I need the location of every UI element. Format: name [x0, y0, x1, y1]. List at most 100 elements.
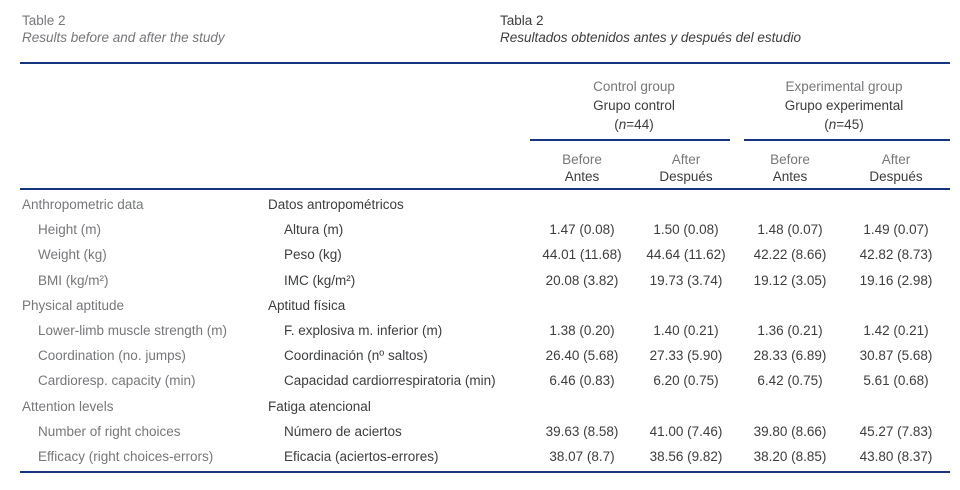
n-value: =44) [626, 117, 654, 132]
row-label-en: Attention levels [22, 398, 114, 414]
group-n-count: (n=44) [530, 115, 738, 134]
cell-value: 19.73 (3.74) [649, 272, 723, 288]
cell-value: 42.82 (8.73) [859, 247, 933, 263]
group-name-en: Experimental group [785, 79, 903, 94]
cell-value: 38.20 (8.85) [753, 448, 827, 464]
cell-value: 43.80 (8.37) [859, 448, 933, 464]
table-row: Height (m) Altura (m) 1.47 (0.08) 1.50 (… [22, 217, 950, 242]
cell-value: 44.64 (11.62) [646, 247, 726, 263]
row-label-en: Cardioresp. capacity (min) [38, 373, 196, 389]
row-label-es: Fatiga atencional [268, 398, 371, 414]
subcol-label-en: After [671, 152, 701, 167]
row-label-es: Coordinación (nº saltos) [284, 348, 428, 364]
table-row-section: Anthropometric data Datos antropométrico… [22, 192, 950, 217]
group-header-spacer [22, 77, 530, 134]
row-label-en: Number of right choices [38, 423, 181, 439]
control-group-rule [530, 139, 730, 141]
table-row-section: Physical aptitude Aptitud física [22, 293, 950, 318]
n-open: ( [614, 117, 619, 132]
experimental-group-rule [744, 139, 950, 141]
bottom-rule [20, 471, 950, 474]
row-label-en: Weight (kg) [38, 247, 107, 263]
subheader-spacer [22, 151, 530, 185]
row-label-es: Peso (kg) [284, 247, 342, 263]
cell-value: 6.46 (0.83) [549, 373, 615, 389]
row-label-es: Capacidad cardiorrespiratoria (min) [284, 373, 496, 389]
cell-value: 5.61 (0.68) [863, 373, 929, 389]
row-label-en: Height (m) [38, 222, 102, 238]
subheader-experimental-after: After Después [842, 151, 950, 185]
row-label-en: Anthropometric data [22, 197, 144, 213]
cell-value: 1.48 (0.07) [757, 222, 823, 238]
table-row: Efficacy (right choices-errors) Eficacia… [22, 444, 950, 469]
row-label-en: Coordination (no. jumps) [38, 348, 186, 364]
cell-value: 19.12 (3.05) [753, 272, 827, 288]
cell-value: 6.42 (0.75) [757, 373, 823, 389]
row-label-en: Lower-limb muscle strength (m) [38, 323, 228, 339]
subcol-label-en: After [881, 152, 911, 167]
group-rules-row [22, 139, 950, 141]
cell-value: 26.40 (5.68) [545, 348, 619, 364]
cell-value: 42.22 (8.66) [753, 247, 827, 263]
cell-value: 1.49 (0.07) [863, 222, 929, 238]
cell-value: 19.16 (2.98) [859, 272, 933, 288]
row-label-es: Aptitud física [268, 297, 346, 313]
group-name-es: Grupo experimental [784, 98, 904, 113]
subcol-label-es: Después [869, 169, 923, 184]
subheader-row: Before Antes After Después Before Antes … [22, 151, 950, 185]
cell-value: 41.00 (7.46) [649, 423, 723, 439]
row-label-es: Número de aciertos [284, 423, 402, 439]
subheader-control-after: After Después [634, 151, 738, 185]
cell-value: 27.33 (5.90) [649, 348, 723, 364]
table-row: Cardioresp. capacity (min) Capacidad car… [22, 368, 950, 393]
cell-value: 38.07 (8.7) [549, 448, 615, 464]
row-label-en: Physical aptitude [22, 297, 125, 313]
cell-value: 1.36 (0.21) [757, 323, 823, 339]
table-row: Number of right choices Número de aciert… [22, 419, 950, 444]
subcol-label-en: Before [562, 152, 602, 167]
title-block-english: Table 2 Results before and after the stu… [22, 12, 500, 46]
title-block-spanish: Tabla 2 Resultados obtenidos antes y des… [500, 12, 801, 46]
top-rule [20, 62, 950, 64]
cell-value: 6.20 (0.75) [653, 373, 719, 389]
subcol-label-es: Después [659, 169, 713, 184]
subcol-label-es: Antes [772, 169, 808, 184]
row-label-es: IMC (kg/m²) [284, 272, 356, 288]
group-rule-spacer [22, 139, 530, 141]
subcol-label-es: Antes [564, 169, 600, 184]
table-titles: Table 2 Results before and after the stu… [0, 0, 960, 46]
n-symbol: n [618, 117, 627, 132]
cell-value: 38.56 (9.82) [649, 448, 723, 464]
table-row: Coordination (no. jumps) Coordinación (n… [22, 343, 950, 368]
group-header-row: Control group Grupo control (n=44) Exper… [22, 77, 950, 134]
n-value: =45) [836, 117, 864, 132]
table-number-es: Tabla 2 [500, 13, 544, 28]
cell-value: 1.47 (0.08) [549, 222, 615, 238]
n-open: ( [824, 117, 829, 132]
cell-value: 1.38 (0.20) [549, 323, 615, 339]
cell-value: 45.27 (7.83) [859, 423, 933, 439]
header-body-rule [20, 188, 950, 190]
row-label-en: Efficacy (right choices-errors) [38, 448, 214, 464]
row-label-es: Altura (m) [284, 222, 344, 238]
group-n-count: (n=45) [738, 115, 950, 134]
subheader-experimental-before: Before Antes [738, 151, 842, 185]
group-name-es: Grupo control [593, 98, 675, 113]
group-header-control: Control group Grupo control (n=44) [530, 77, 738, 134]
cell-value: 28.33 (6.89) [753, 348, 827, 364]
table-row: Lower-limb muscle strength (m) F. explos… [22, 318, 950, 343]
cell-value: 39.63 (8.58) [545, 423, 619, 439]
cell-value: 1.42 (0.21) [863, 323, 929, 339]
table-row: Weight (kg) Peso (kg) 44.01 (11.68) 44.6… [22, 242, 950, 267]
table-caption-es: Resultados obtenidos antes y después del… [500, 30, 801, 45]
row-label-en: BMI (kg/m²) [38, 272, 109, 288]
row-label-es: Eficacia (aciertos-errores) [284, 448, 439, 464]
n-symbol: n [828, 117, 837, 132]
subheader-control-before: Before Antes [530, 151, 634, 185]
row-label-es: F. explosiva m. inferior (m) [284, 323, 443, 339]
table-row-section: Attention levels Fatiga atencional [22, 394, 950, 419]
table-number-en: Table 2 [22, 13, 66, 28]
table-caption-en: Results before and after the study [22, 30, 225, 45]
cell-value: 1.50 (0.08) [653, 222, 719, 238]
